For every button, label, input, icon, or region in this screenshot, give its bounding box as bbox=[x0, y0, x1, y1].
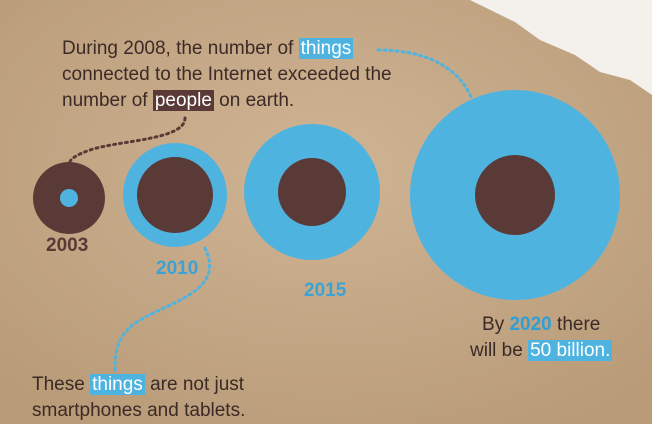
text: on earth. bbox=[219, 90, 295, 111]
highlight: people bbox=[152, 90, 214, 111]
text: number of bbox=[62, 90, 148, 111]
circle-people bbox=[278, 158, 346, 226]
year-label: 2020 bbox=[509, 314, 552, 335]
text: there bbox=[557, 314, 601, 335]
connector bbox=[376, 48, 480, 122]
text: connected to the Internet exceeded the bbox=[62, 64, 392, 85]
text: By bbox=[482, 314, 505, 335]
text: will be bbox=[470, 340, 523, 361]
year-label: 2003 bbox=[46, 235, 89, 256]
text: are not just bbox=[150, 374, 245, 395]
circle-people bbox=[475, 155, 555, 235]
highlight: 50 billion. bbox=[528, 340, 613, 361]
text: During 2008, the number of bbox=[62, 38, 294, 59]
highlight: things bbox=[298, 38, 354, 59]
connector bbox=[68, 116, 187, 164]
highlight: things bbox=[90, 374, 145, 395]
torn-paper bbox=[470, 0, 652, 95]
text: These bbox=[32, 374, 85, 395]
year-label: 2015 bbox=[304, 280, 347, 301]
circle-people bbox=[137, 157, 213, 233]
end-note: By 2020 there will be 50 billion. bbox=[470, 312, 613, 364]
bottom-note: These things are not just smartphones an… bbox=[32, 372, 245, 424]
connector bbox=[113, 246, 212, 374]
circle-things bbox=[60, 189, 78, 207]
year-label: 2010 bbox=[156, 258, 199, 279]
top-note: During 2008, the number of things connec… bbox=[62, 36, 392, 114]
text: smartphones and tablets. bbox=[32, 400, 246, 421]
